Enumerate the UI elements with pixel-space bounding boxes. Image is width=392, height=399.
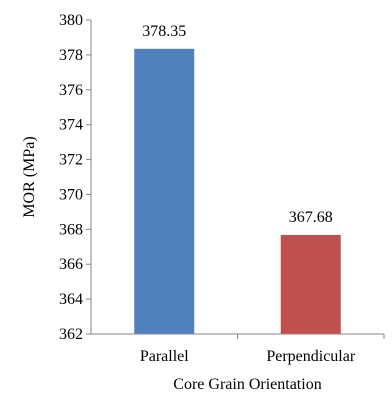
bar-parallel (134, 48, 195, 335)
y-tick-label: 376 (59, 82, 83, 99)
y-axis-title: MOR (MPa) (21, 136, 38, 217)
y-tick-label: 380 (59, 12, 83, 29)
y-axis-ticks: 362 364 366 368 370 372 374 376 378 380 (59, 12, 91, 343)
y-tick-label: 378 (59, 47, 83, 64)
y-tick-label: 362 (59, 326, 83, 343)
y-tick-label: 368 (59, 221, 83, 238)
bars: 378.35 367.68 (134, 23, 341, 335)
y-tick-label: 370 (59, 186, 83, 203)
y-tick-label: 366 (59, 256, 83, 273)
y-tick-label: 372 (59, 152, 83, 169)
x-axis-title: Core Grain Orientation (173, 376, 321, 393)
y-tick-label: 364 (59, 291, 83, 308)
x-axis-ticks: Parallel Perpendicular (140, 334, 385, 365)
x-tick-label: Parallel (140, 348, 189, 365)
bar-perpendicular (280, 234, 341, 334)
x-tick-label: Perpendicular (266, 348, 356, 365)
data-label: 367.68 (289, 209, 333, 226)
data-label: 378.35 (142, 23, 186, 40)
y-tick-label: 374 (59, 117, 83, 134)
